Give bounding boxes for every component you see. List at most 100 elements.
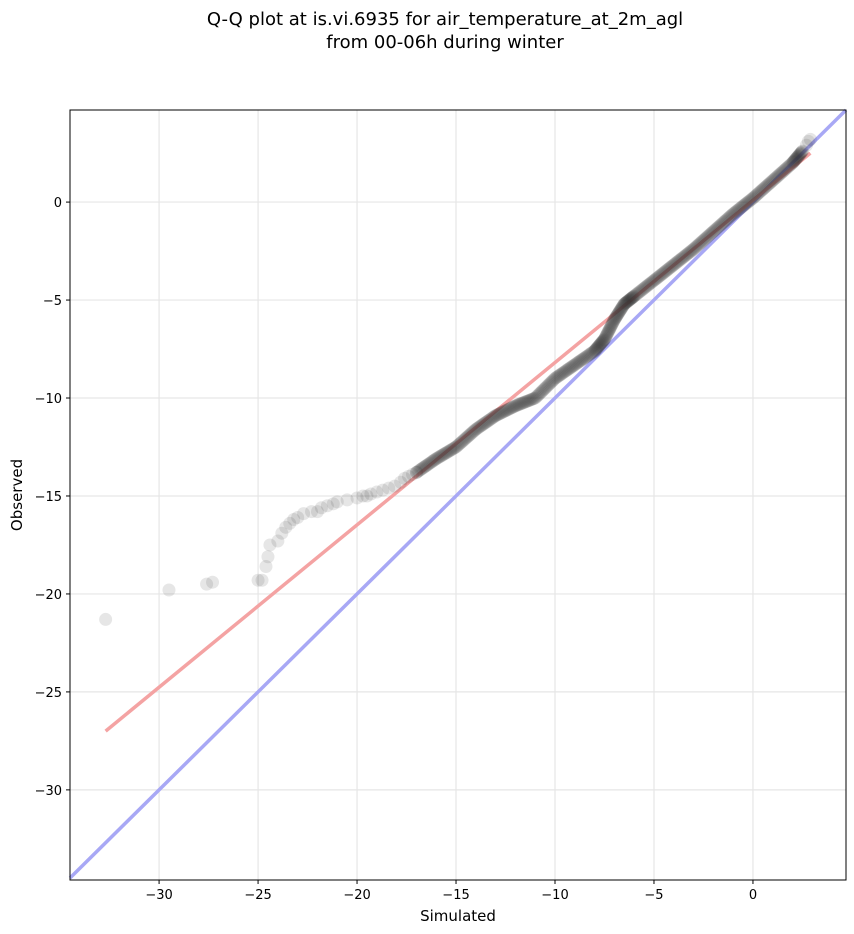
data-point bbox=[529, 390, 543, 404]
data-point bbox=[552, 368, 566, 382]
y-tick-label: −25 bbox=[35, 686, 62, 701]
data-point bbox=[687, 242, 701, 256]
data-point bbox=[558, 365, 572, 379]
data-point bbox=[612, 305, 626, 319]
data-point bbox=[602, 322, 616, 336]
data-point bbox=[680, 247, 694, 261]
data-point bbox=[801, 134, 815, 148]
data-point bbox=[715, 217, 729, 231]
data-point bbox=[574, 353, 588, 367]
data-point bbox=[439, 446, 453, 460]
data-point bbox=[751, 186, 765, 200]
data-point bbox=[764, 175, 778, 189]
data-point bbox=[604, 319, 618, 333]
data-point bbox=[789, 151, 803, 165]
data-point bbox=[690, 239, 704, 253]
chart-title-block: Q-Q plot at is.vi.6935 for air_temperatu… bbox=[0, 8, 854, 54]
data-point bbox=[206, 575, 220, 589]
data-point bbox=[382, 481, 396, 495]
data-point bbox=[412, 464, 426, 478]
data-point bbox=[425, 455, 439, 469]
data-point bbox=[326, 497, 340, 511]
data-point bbox=[632, 286, 646, 300]
data-point bbox=[728, 205, 742, 219]
data-point bbox=[589, 342, 603, 356]
data-point bbox=[376, 483, 390, 497]
data-point bbox=[440, 445, 454, 459]
data-point bbox=[458, 432, 472, 446]
data-point bbox=[788, 153, 802, 167]
data-point bbox=[275, 526, 289, 540]
data-point bbox=[727, 206, 741, 220]
data-point bbox=[570, 356, 584, 370]
data-point bbox=[612, 306, 626, 320]
data-point bbox=[508, 399, 522, 413]
data-point bbox=[569, 357, 583, 371]
data-point bbox=[702, 228, 716, 242]
data-point bbox=[601, 325, 615, 339]
data-point bbox=[694, 235, 708, 249]
data-point bbox=[535, 384, 549, 398]
data-point bbox=[767, 173, 781, 187]
plot-frame bbox=[69, 109, 847, 881]
data-point bbox=[670, 255, 684, 269]
data-point bbox=[695, 234, 709, 248]
data-point bbox=[689, 240, 703, 254]
data-point bbox=[799, 138, 813, 152]
data-point bbox=[582, 348, 596, 362]
data-point bbox=[490, 408, 504, 422]
data-point bbox=[660, 263, 674, 277]
data-point bbox=[638, 280, 652, 294]
data-point bbox=[428, 453, 442, 467]
data-point bbox=[608, 311, 622, 325]
data-point bbox=[611, 307, 625, 321]
data-point bbox=[553, 368, 567, 382]
data-point bbox=[251, 573, 265, 587]
data-point bbox=[435, 448, 449, 462]
data-point bbox=[447, 441, 461, 455]
data-point bbox=[627, 289, 641, 303]
data-point bbox=[502, 402, 516, 416]
data-point bbox=[493, 406, 507, 420]
data-point bbox=[528, 391, 542, 405]
data-point bbox=[592, 339, 606, 353]
data-point bbox=[649, 272, 663, 286]
data-point bbox=[297, 507, 311, 521]
data-point bbox=[459, 431, 473, 445]
data-point bbox=[445, 443, 459, 457]
data-point bbox=[662, 261, 676, 275]
x-tick-label: −10 bbox=[541, 888, 568, 903]
data-point bbox=[477, 417, 491, 431]
data-point bbox=[722, 211, 736, 225]
data-point bbox=[559, 364, 573, 378]
data-point bbox=[735, 200, 749, 214]
data-point bbox=[789, 152, 803, 166]
data-point bbox=[645, 275, 659, 289]
data-point bbox=[609, 310, 623, 324]
data-point bbox=[590, 341, 604, 355]
data-point bbox=[261, 550, 275, 564]
data-point bbox=[759, 179, 773, 193]
data-point bbox=[699, 231, 713, 245]
data-point bbox=[629, 287, 643, 301]
data-point bbox=[518, 395, 532, 409]
data-point bbox=[405, 467, 419, 481]
data-point bbox=[431, 450, 445, 464]
data-point bbox=[597, 333, 611, 347]
data-point bbox=[790, 151, 804, 165]
data-point bbox=[596, 334, 610, 348]
data-point bbox=[783, 158, 797, 172]
data-point bbox=[685, 243, 699, 257]
data-point bbox=[463, 427, 477, 441]
data-point bbox=[474, 419, 488, 433]
data-point bbox=[608, 312, 622, 326]
data-point bbox=[733, 202, 747, 216]
data-point bbox=[480, 415, 494, 429]
data-point bbox=[607, 314, 621, 328]
data-point bbox=[471, 421, 485, 435]
data-point bbox=[539, 380, 553, 394]
data-point bbox=[599, 329, 613, 343]
data-point bbox=[731, 203, 745, 217]
data-point bbox=[561, 362, 575, 376]
data-point bbox=[618, 296, 632, 310]
